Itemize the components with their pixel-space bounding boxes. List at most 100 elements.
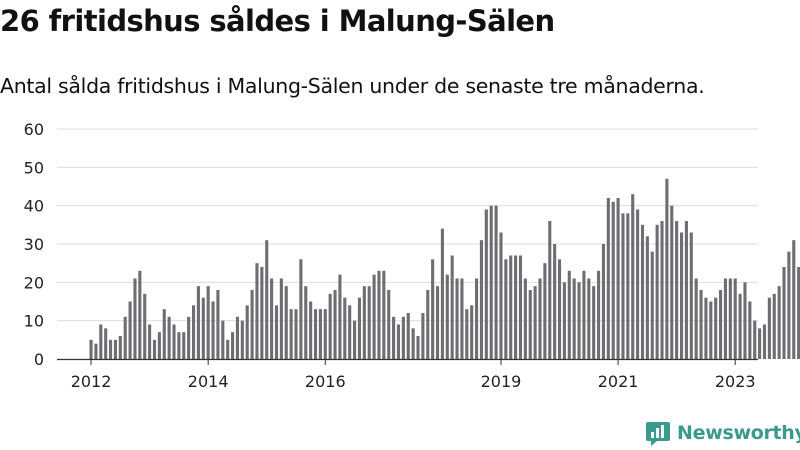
- bar: [562, 282, 566, 359]
- bar: [284, 286, 288, 359]
- bar: [758, 328, 762, 359]
- bar: [416, 336, 420, 359]
- bar: [353, 320, 357, 359]
- bar: [484, 209, 488, 359]
- bar: [719, 290, 723, 359]
- bar: [294, 309, 298, 359]
- y-tick-label: 60: [24, 120, 44, 139]
- bar: [372, 274, 376, 359]
- bar: [187, 316, 191, 359]
- bar: [426, 290, 430, 359]
- brand-name: Newsworthy: [677, 422, 800, 444]
- bar: [148, 324, 152, 359]
- bar: [172, 324, 176, 359]
- bar: [518, 255, 523, 359]
- bar: [587, 278, 591, 359]
- bar: [782, 267, 786, 359]
- bar: [792, 240, 796, 359]
- x-tick-label: 2016: [305, 372, 346, 391]
- bar: [313, 309, 318, 359]
- bar: [431, 259, 435, 359]
- bar: [201, 297, 205, 359]
- bar: [362, 286, 366, 359]
- x-tick-label: 2023: [715, 372, 756, 391]
- bar: [660, 221, 664, 359]
- x-tick-label: 2012: [71, 372, 112, 391]
- bar: [387, 290, 391, 359]
- bar: [265, 240, 269, 359]
- y-tick-label: 20: [24, 273, 44, 292]
- bar: [528, 290, 532, 359]
- bar: [89, 339, 93, 359]
- bar: [377, 270, 381, 359]
- x-tick-label: 2019: [481, 372, 522, 391]
- bar: [553, 244, 557, 359]
- bar: [421, 313, 425, 359]
- bar: [162, 309, 166, 359]
- bar: [323, 309, 327, 359]
- bar: [270, 278, 274, 359]
- bar: [699, 290, 703, 359]
- bar: [435, 286, 440, 359]
- bar: [611, 201, 615, 359]
- bar: [665, 178, 669, 359]
- bar: [450, 255, 454, 359]
- bar: [440, 228, 444, 359]
- y-tick-label: 30: [24, 235, 44, 254]
- bar: [733, 278, 737, 359]
- bar: [548, 221, 552, 359]
- bar: [704, 297, 708, 359]
- bar: [328, 293, 332, 359]
- bar: [636, 209, 640, 359]
- bar: [499, 232, 503, 359]
- y-tick-label: 50: [24, 158, 44, 177]
- bar: [723, 278, 727, 359]
- bar: [479, 240, 483, 359]
- bar: [621, 213, 625, 359]
- bar: [152, 339, 157, 359]
- bar: [367, 286, 371, 359]
- bar: [475, 278, 479, 359]
- bar: [240, 320, 244, 359]
- bar: [743, 282, 747, 359]
- bar: [797, 267, 800, 359]
- x-tick-label: 2014: [188, 372, 229, 391]
- bar: [445, 274, 449, 359]
- bar: [338, 274, 342, 359]
- bar: [304, 286, 308, 359]
- bar: [650, 251, 654, 359]
- bar: [684, 221, 688, 359]
- bar: [260, 267, 264, 359]
- bar: [787, 251, 791, 359]
- bar: [592, 286, 596, 359]
- bar: [470, 305, 474, 359]
- bar: [157, 332, 161, 359]
- bar: [689, 232, 693, 359]
- bar: [104, 328, 108, 359]
- bar: [538, 278, 542, 359]
- bar: [543, 263, 547, 359]
- bar: [245, 305, 249, 359]
- bar: [235, 316, 239, 359]
- bar: [191, 305, 196, 359]
- bar: [357, 297, 361, 359]
- bar: [460, 278, 464, 359]
- y-tick-label: 10: [24, 312, 44, 331]
- bar: [601, 244, 605, 359]
- bar: [567, 270, 571, 359]
- bar: [655, 224, 659, 359]
- bar: [348, 305, 352, 359]
- bar: [767, 297, 771, 359]
- bar: [128, 301, 132, 359]
- chart-subtitle: Antal sålda fritidshus i Malung-Sälen un…: [0, 74, 705, 98]
- bar: [533, 286, 537, 359]
- bar: [631, 194, 635, 359]
- bar: [143, 293, 147, 359]
- bar: [401, 316, 405, 359]
- bar: [626, 213, 630, 359]
- bar: [211, 301, 215, 359]
- bar: [577, 282, 581, 359]
- bar: [504, 259, 508, 359]
- bar: [396, 324, 401, 359]
- bar: [94, 343, 98, 359]
